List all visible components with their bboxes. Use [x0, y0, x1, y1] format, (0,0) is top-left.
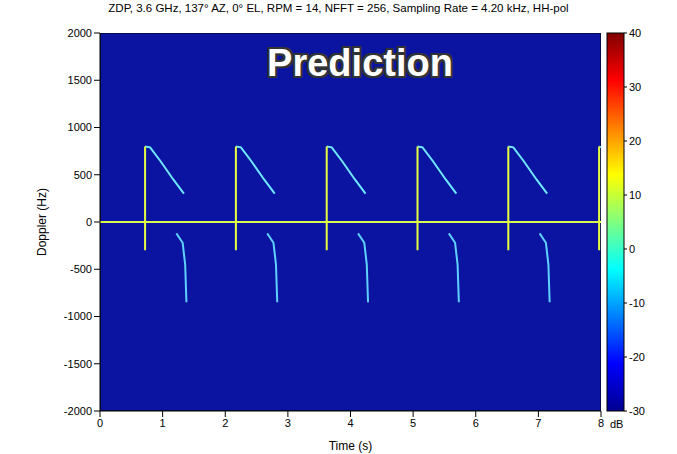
svg-text:-20: -20: [629, 351, 645, 363]
svg-text:7: 7: [535, 417, 541, 429]
svg-text:2: 2: [222, 417, 228, 429]
svg-text:8: 8: [598, 417, 604, 429]
svg-text:Doppler (Hz): Doppler (Hz): [35, 188, 49, 256]
svg-text:4: 4: [347, 417, 353, 429]
svg-text:1: 1: [160, 417, 166, 429]
html-text:ZDP, 3.6 GHz, 137° AZ, 0° EL,: ZDP, 3.6 GHz, 137° AZ, 0° EL, RPM = 14, …: [108, 2, 569, 14]
svg-text:-500: -500: [70, 263, 92, 275]
svg-text:3: 3: [285, 417, 291, 429]
svg-text:Time (s): Time (s): [329, 439, 373, 453]
svg-text:-2000: -2000: [64, 405, 92, 417]
svg-text:40: 40: [629, 27, 641, 39]
svg-text:20: 20: [629, 135, 641, 147]
svg-text:0: 0: [629, 243, 635, 255]
svg-text:0: 0: [97, 417, 103, 429]
svg-text:2000: 2000: [68, 27, 92, 39]
svg-text:6: 6: [473, 417, 479, 429]
svg-text:-30: -30: [629, 405, 645, 417]
svg-text:1000: 1000: [68, 121, 92, 133]
svg-text:-1000: -1000: [64, 310, 92, 322]
svg-text:500: 500: [74, 169, 92, 181]
svg-text:30: 30: [629, 81, 641, 93]
svg-text:1500: 1500: [68, 74, 92, 86]
svg-text:10: 10: [629, 189, 641, 201]
svg-text:-1500: -1500: [64, 358, 92, 370]
svg-text:5: 5: [410, 417, 416, 429]
svg-text:dB: dB: [610, 418, 623, 430]
svg-text:0: 0: [86, 216, 92, 228]
svg-text:-10: -10: [629, 297, 645, 309]
html-text:Prediction: Prediction: [267, 42, 453, 84]
